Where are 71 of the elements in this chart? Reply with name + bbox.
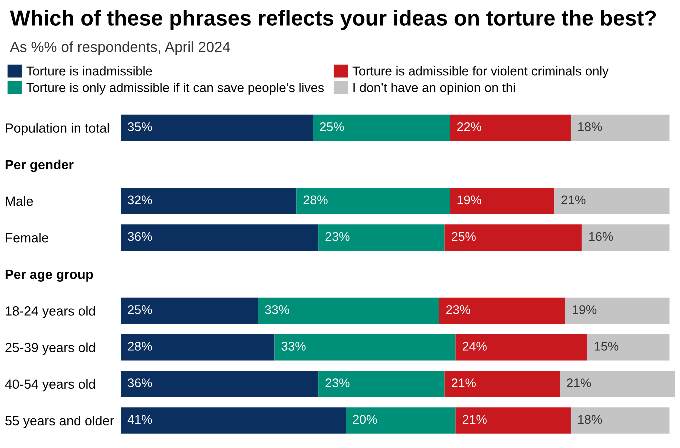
legend-label: Torture is only admissible if it can save people’s lives [26,83,324,95]
data-label: 36% [128,378,152,388]
data-label: 15% [594,342,619,351]
y-tick-label: 55 years and older [6,416,114,428]
data-label: 23% [446,305,470,314]
bar [450,188,555,214]
bar [565,298,670,324]
data-label: 21% [452,378,476,388]
y-tick-label: 40-54 years old [5,379,96,392]
data-label: 19% [573,305,597,314]
bar [582,224,670,251]
bar [258,298,440,324]
data-label: 32% [128,196,152,205]
bar [121,370,319,398]
bar [444,224,582,251]
bar [444,370,560,398]
data-label: 20% [353,415,378,424]
y-tick-label: Per age group [6,270,94,282]
bar [554,188,670,214]
data-label: 33% [282,342,306,351]
bar [121,408,346,434]
y-tick-label: Male [6,196,34,206]
y-tick-label: Population in total [6,123,110,136]
bar [456,334,588,361]
bar [450,114,571,142]
data-label: 16% [589,232,614,242]
bar [121,224,319,251]
data-label: 23% [326,232,350,242]
chart-title: Which of these phrases reflects your ideas on torture the best? [10,10,656,30]
bar [439,298,566,324]
bar [121,114,314,142]
data-label: 23% [326,378,350,388]
data-label: 24% [462,342,487,351]
data-label: 18% [578,122,602,132]
bar [570,114,670,142]
data-label: 21% [562,196,586,205]
data-label: 33% [265,305,290,314]
data-label: 25% [128,305,152,314]
data-label: 35% [128,122,152,132]
bar [296,188,450,214]
bar [570,408,670,434]
data-label: 41% [128,415,152,424]
y-tick-label: 18-24 years old [6,306,96,319]
data-label: 18% [578,415,602,424]
data-label: 36% [128,232,152,242]
data-label: 21% [567,378,592,388]
data-label: 28% [128,342,152,351]
chart-subtitle: As %% of respondents, April 2024 [10,42,230,56]
bar [318,224,445,251]
bar [274,334,456,361]
y-tick-label: 25-39 years old [6,342,96,356]
data-label: 28% [304,196,328,205]
data-label: 25% [452,232,476,242]
bar [587,334,670,361]
legend-label: Torture is admissible for violent criminals only [352,66,609,78]
bar [121,298,258,324]
bar [560,370,676,398]
data-label: 22% [457,122,482,132]
bar [456,408,571,434]
bar [121,334,275,361]
y-tick-label: Per gender [6,160,74,172]
bar [318,370,445,398]
bar [346,408,456,434]
legend-label: I don’t have an opinion on thi [354,83,516,95]
bar [121,188,297,214]
data-label: 25% [320,122,344,132]
y-tick-label: Female [6,233,48,243]
data-label: 21% [462,415,487,424]
data-label: 19% [458,196,482,205]
bar [313,114,450,142]
legend-label: Torture is inadmissible [26,66,152,76]
